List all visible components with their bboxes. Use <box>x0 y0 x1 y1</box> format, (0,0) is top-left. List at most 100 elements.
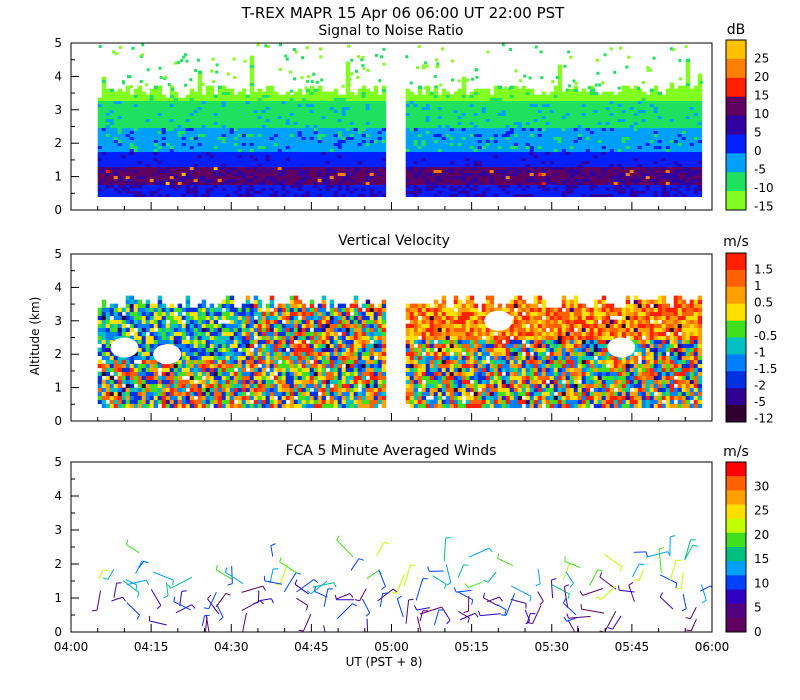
snr-panel-title: Signal to Noise Ratio <box>318 23 463 39</box>
colorbar-swatch <box>726 191 746 211</box>
wind-barb-flag <box>392 588 398 593</box>
colorbar-swatch <box>726 603 746 619</box>
wind-barb <box>699 585 711 592</box>
wind-barb <box>259 598 272 602</box>
y-tick-label: 2 <box>54 347 62 361</box>
wind-barb-flag <box>564 584 570 588</box>
wind-barb-flag <box>262 585 266 591</box>
wind-barb-flag <box>529 596 532 602</box>
wind-barb <box>415 578 424 601</box>
wind-barb <box>257 590 260 603</box>
wind-barb <box>170 576 193 589</box>
wind-barb <box>457 564 464 578</box>
wind-barb <box>581 608 605 614</box>
velocity-axes: 0 1 2 3 4 5 <box>54 247 713 428</box>
wind-barb-flag <box>279 557 282 563</box>
wind-barb <box>432 575 447 585</box>
wind-barb-flag <box>658 547 664 550</box>
wind-barb-flag <box>628 582 634 586</box>
wind-barb <box>582 588 603 596</box>
wind-barb <box>403 564 411 587</box>
wind-barb <box>366 618 369 632</box>
wind-barb-flag <box>474 612 479 618</box>
wind-barb <box>126 602 140 616</box>
colorbar-label: -5 <box>754 395 766 409</box>
x-tick-label: 04:45 <box>294 640 329 654</box>
wind-barb <box>551 584 570 595</box>
wind-barb <box>225 571 244 585</box>
wind-barb-flag <box>408 598 414 601</box>
wind-barb-flag <box>573 634 577 638</box>
wind-barb-flag <box>219 616 224 621</box>
wind-barb-flag <box>535 583 541 587</box>
colorbar-label: 0 <box>754 312 762 326</box>
wind-barb <box>179 591 183 607</box>
wind-barb <box>459 612 476 621</box>
wind-barb-flag <box>619 566 623 572</box>
wind-barb-flag <box>659 592 664 598</box>
wind-barb-flag <box>397 595 402 600</box>
colorbar-swatch <box>726 405 746 423</box>
wind-barb <box>335 593 351 600</box>
wind-barb-flag <box>527 622 533 625</box>
x-tick-label: 05:30 <box>534 640 569 654</box>
wind-barb-flag <box>692 544 698 547</box>
wind-barb <box>562 563 571 580</box>
wind-barb-flag <box>599 572 603 578</box>
wind-barb-flag <box>701 599 707 604</box>
wind-barb <box>457 591 473 601</box>
wind-barb <box>659 574 678 584</box>
colorbar-label: -10 <box>754 181 774 195</box>
velocity-panel: Vertical Velocity 0 1 2 3 4 5 m/s 1.5 1 0.5 0 -0.… <box>54 233 777 428</box>
colorbar-label: 15 <box>754 88 769 102</box>
colorbar-label: 0 <box>754 144 762 158</box>
wind-barb <box>532 605 542 624</box>
wind-barb-flag <box>501 614 507 616</box>
wind-barb-flag <box>125 539 129 545</box>
wind-barb <box>505 593 516 616</box>
colorbar-label: -15 <box>754 199 774 213</box>
wind-barb-flag <box>670 535 676 538</box>
wind-barb <box>565 571 574 584</box>
wind-barb-flag <box>539 600 544 606</box>
wind-barb-flag <box>569 583 574 588</box>
colorbar-frame <box>725 252 747 423</box>
wind-barb <box>680 571 684 589</box>
colorbar-swatch <box>726 490 746 505</box>
y-tick-label: 1 <box>54 591 62 605</box>
wind-barb <box>150 589 162 606</box>
wind-barb-flag <box>414 605 418 611</box>
velocity-panel-title: Vertical Velocity <box>338 233 450 249</box>
wind-barb-flag <box>253 601 259 605</box>
wind-barb <box>279 564 288 585</box>
wind-barb <box>153 571 174 581</box>
wind-barb <box>434 609 440 626</box>
wind-barb <box>173 601 191 611</box>
y-axis-label: Altitude (km) <box>28 297 42 376</box>
winds-colorbar: 30 25 20 15 10 5 0 <box>725 461 769 639</box>
wind-barb-flag <box>200 635 205 636</box>
wind-barb <box>149 620 167 626</box>
wind-barb <box>537 591 544 602</box>
wind-barb-flag <box>427 566 430 572</box>
wind-barb <box>359 588 367 601</box>
colorbar-label: 1 <box>754 279 762 293</box>
colorbar-label: 20 <box>754 70 769 84</box>
wind-barb-flag <box>463 564 469 566</box>
wind-barb-flag <box>122 596 126 602</box>
colorbar-frame <box>725 461 747 633</box>
wind-barb <box>682 593 687 609</box>
wind-barb <box>487 571 497 583</box>
colorbar-swatch <box>726 337 746 355</box>
wind-barb <box>165 582 169 596</box>
wind-barb-flag <box>181 590 187 592</box>
wind-barb-flag <box>167 584 172 589</box>
wind-barb-flag <box>567 593 570 599</box>
wind-barb <box>497 558 514 567</box>
wind-barb-flag <box>259 600 264 605</box>
wind-barb-flag <box>207 594 212 600</box>
wind-barb <box>483 597 499 607</box>
colorbar-swatch <box>726 617 746 633</box>
wind-barb <box>107 569 115 580</box>
wind-barb <box>378 569 386 587</box>
